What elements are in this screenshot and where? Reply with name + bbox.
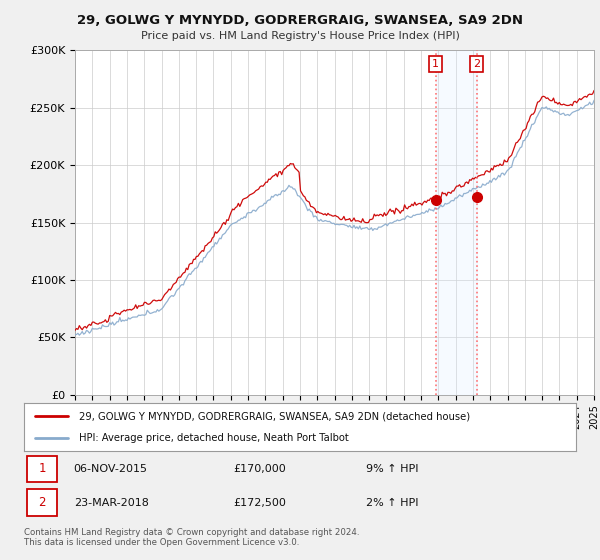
Text: 2: 2 [473,59,480,69]
Text: 06-NOV-2015: 06-NOV-2015 [74,464,148,474]
Text: 9% ↑ HPI: 9% ↑ HPI [366,464,419,474]
Text: 29, GOLWG Y MYNYDD, GODRERGRAIG, SWANSEA, SA9 2DN (detached house): 29, GOLWG Y MYNYDD, GODRERGRAIG, SWANSEA… [79,411,470,421]
Text: £172,500: £172,500 [234,498,287,507]
Text: 23-MAR-2018: 23-MAR-2018 [74,498,149,507]
FancyBboxPatch shape [27,456,57,482]
Text: 2% ↑ HPI: 2% ↑ HPI [366,498,419,507]
Text: 1: 1 [432,59,439,69]
FancyBboxPatch shape [27,489,57,516]
Text: £170,000: £170,000 [234,464,287,474]
Text: 2: 2 [38,496,46,509]
Text: 1: 1 [38,463,46,475]
Text: HPI: Average price, detached house, Neath Port Talbot: HPI: Average price, detached house, Neat… [79,433,349,443]
Text: 29, GOLWG Y MYNYDD, GODRERGRAIG, SWANSEA, SA9 2DN: 29, GOLWG Y MYNYDD, GODRERGRAIG, SWANSEA… [77,14,523,27]
Text: Price paid vs. HM Land Registry's House Price Index (HPI): Price paid vs. HM Land Registry's House … [140,31,460,41]
Text: Contains HM Land Registry data © Crown copyright and database right 2024.
This d: Contains HM Land Registry data © Crown c… [24,528,359,547]
Bar [436,50,477,395]
